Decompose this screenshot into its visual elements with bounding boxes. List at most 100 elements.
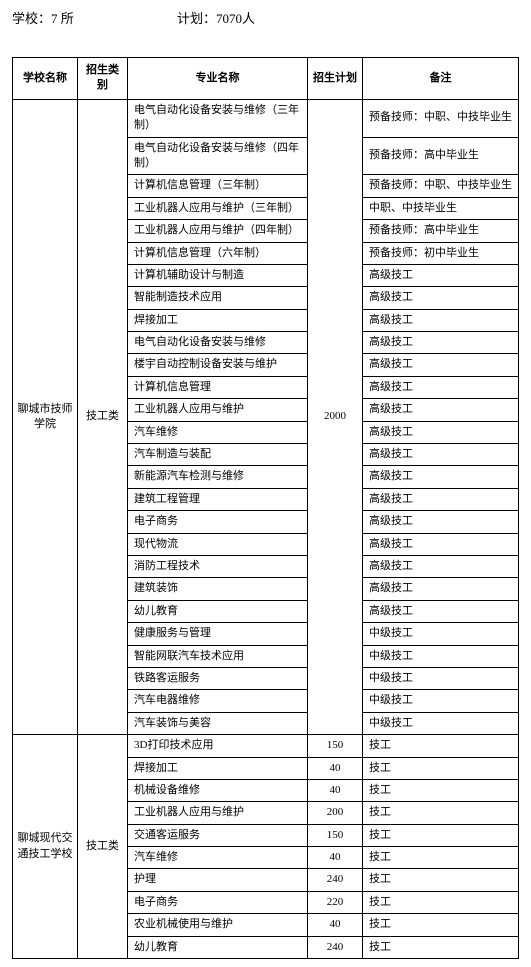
- table-cell: 240: [308, 869, 363, 891]
- table-cell: 中级技工: [363, 623, 519, 645]
- th-plan: 招生计划: [308, 58, 363, 100]
- table-body: 聊城市技师学院技工类电气自动化设备安装与维修（三年制）2000预备技师：中职、中…: [13, 99, 519, 958]
- table-cell: 150: [308, 824, 363, 846]
- schools-value: 7 所: [51, 11, 74, 26]
- table-cell: 建筑工程管理: [128, 488, 308, 510]
- table-cell: 技工类: [78, 99, 128, 734]
- table-cell: 计算机信息管理（六年制）: [128, 242, 308, 264]
- table-cell: 中级技工: [363, 645, 519, 667]
- th-category: 招生类别: [78, 58, 128, 100]
- table-cell: 高级技工: [363, 578, 519, 600]
- table-cell: 中级技工: [363, 667, 519, 689]
- table-cell: 工业机器人应用与维护（三年制）: [128, 197, 308, 219]
- table-cell: 电气自动化设备安装与维修: [128, 332, 308, 354]
- table-cell: 聊城市技师学院: [13, 99, 78, 734]
- table-cell: 预备技师：高中毕业生: [363, 137, 519, 175]
- table-cell: 技工: [363, 914, 519, 936]
- table-cell: 农业机械使用与维护: [128, 914, 308, 936]
- header: 学校：7 所 计划：7070人: [12, 8, 519, 27]
- table-cell: 楼宇自动控制设备安装与维护: [128, 354, 308, 376]
- table-cell: 智能制造技术应用: [128, 287, 308, 309]
- table-row: 聊城市技师学院技工类电气自动化设备安装与维修（三年制）2000预备技师：中职、中…: [13, 99, 519, 137]
- table-cell: 高级技工: [363, 555, 519, 577]
- table-cell: 预备技师：中职、中技毕业生: [363, 99, 519, 137]
- table-cell: 高级技工: [363, 399, 519, 421]
- th-major: 专业名称: [128, 58, 308, 100]
- table-cell: 机械设备维修: [128, 779, 308, 801]
- table-cell: 电气自动化设备安装与维修（三年制）: [128, 99, 308, 137]
- table-cell: 高级技工: [363, 264, 519, 286]
- table-cell: 高级技工: [363, 488, 519, 510]
- table-cell: 高级技工: [363, 421, 519, 443]
- table-cell: 汽车装饰与美容: [128, 712, 308, 734]
- table-cell: 高级技工: [363, 354, 519, 376]
- table-cell: 技工: [363, 802, 519, 824]
- table-cell: 技工: [363, 735, 519, 757]
- table-cell: 高级技工: [363, 332, 519, 354]
- table-cell: 汽车电器维修: [128, 690, 308, 712]
- table-cell: 40: [308, 779, 363, 801]
- table-cell: 电子商务: [128, 891, 308, 913]
- table-cell: 智能网联汽车技术应用: [128, 645, 308, 667]
- table-cell: 幼儿教育: [128, 600, 308, 622]
- table-cell: 200: [308, 802, 363, 824]
- table-cell: 技工: [363, 824, 519, 846]
- table-cell: 技工类: [78, 735, 128, 959]
- table-cell: 40: [308, 914, 363, 936]
- table-cell: 高级技工: [363, 287, 519, 309]
- plan-value: 7070人: [216, 11, 255, 26]
- table-cell: 焊接加工: [128, 757, 308, 779]
- plan-label: 计划：: [177, 11, 216, 26]
- table-row: 聊城现代交通技工学校技工类3D打印技术应用150技工: [13, 735, 519, 757]
- table-cell: 工业机器人应用与维护: [128, 802, 308, 824]
- table-cell: 中级技工: [363, 712, 519, 734]
- table-cell: 中职、中技毕业生: [363, 197, 519, 219]
- table-cell: 技工: [363, 847, 519, 869]
- table-cell: 汽车制造与装配: [128, 444, 308, 466]
- table-cell: 汽车维修: [128, 421, 308, 443]
- table-cell: 高级技工: [363, 444, 519, 466]
- table-cell: 消防工程技术: [128, 555, 308, 577]
- table-cell: 2000: [308, 99, 363, 734]
- table-cell: 汽车维修: [128, 847, 308, 869]
- schools-label: 学校：: [12, 11, 51, 26]
- table-header-row: 学校名称 招生类别 专业名称 招生计划 备注: [13, 58, 519, 100]
- table-cell: 高级技工: [363, 511, 519, 533]
- table-cell: 40: [308, 757, 363, 779]
- plan-count: 计划：7070人: [177, 8, 255, 27]
- table-cell: 技工: [363, 779, 519, 801]
- table-cell: 建筑装饰: [128, 578, 308, 600]
- table-cell: 高级技工: [363, 600, 519, 622]
- table-cell: 新能源汽车检测与维修: [128, 466, 308, 488]
- table-cell: 240: [308, 936, 363, 958]
- table-cell: 技工: [363, 869, 519, 891]
- table-cell: 高级技工: [363, 533, 519, 555]
- table-cell: 电子商务: [128, 511, 308, 533]
- table-cell: 计算机信息管理（三年制）: [128, 175, 308, 197]
- table-cell: 工业机器人应用与维护: [128, 399, 308, 421]
- table-cell: 高级技工: [363, 309, 519, 331]
- table-cell: 计算机辅助设计与制造: [128, 264, 308, 286]
- table-cell: 预备技师：中职、中技毕业生: [363, 175, 519, 197]
- table-cell: 技工: [363, 891, 519, 913]
- table-cell: 高级技工: [363, 466, 519, 488]
- table-cell: 铁路客运服务: [128, 667, 308, 689]
- table-cell: 150: [308, 735, 363, 757]
- table-cell: 220: [308, 891, 363, 913]
- table-cell: 技工: [363, 757, 519, 779]
- table-cell: 3D打印技术应用: [128, 735, 308, 757]
- table-cell: 交通客运服务: [128, 824, 308, 846]
- table-cell: 工业机器人应用与维护（四年制）: [128, 220, 308, 242]
- table-cell: 预备技师：高中毕业生: [363, 220, 519, 242]
- th-remark: 备注: [363, 58, 519, 100]
- table-cell: 幼儿教育: [128, 936, 308, 958]
- table-cell: 焊接加工: [128, 309, 308, 331]
- table-cell: 电气自动化设备安装与维修（四年制）: [128, 137, 308, 175]
- schools-count: 学校：7 所: [12, 8, 74, 27]
- table-cell: 护理: [128, 869, 308, 891]
- table-cell: 健康服务与管理: [128, 623, 308, 645]
- table-cell: 聊城现代交通技工学校: [13, 735, 78, 959]
- table-cell: 计算机信息管理: [128, 376, 308, 398]
- table-cell: 技工: [363, 936, 519, 958]
- table-cell: 预备技师：初中毕业生: [363, 242, 519, 264]
